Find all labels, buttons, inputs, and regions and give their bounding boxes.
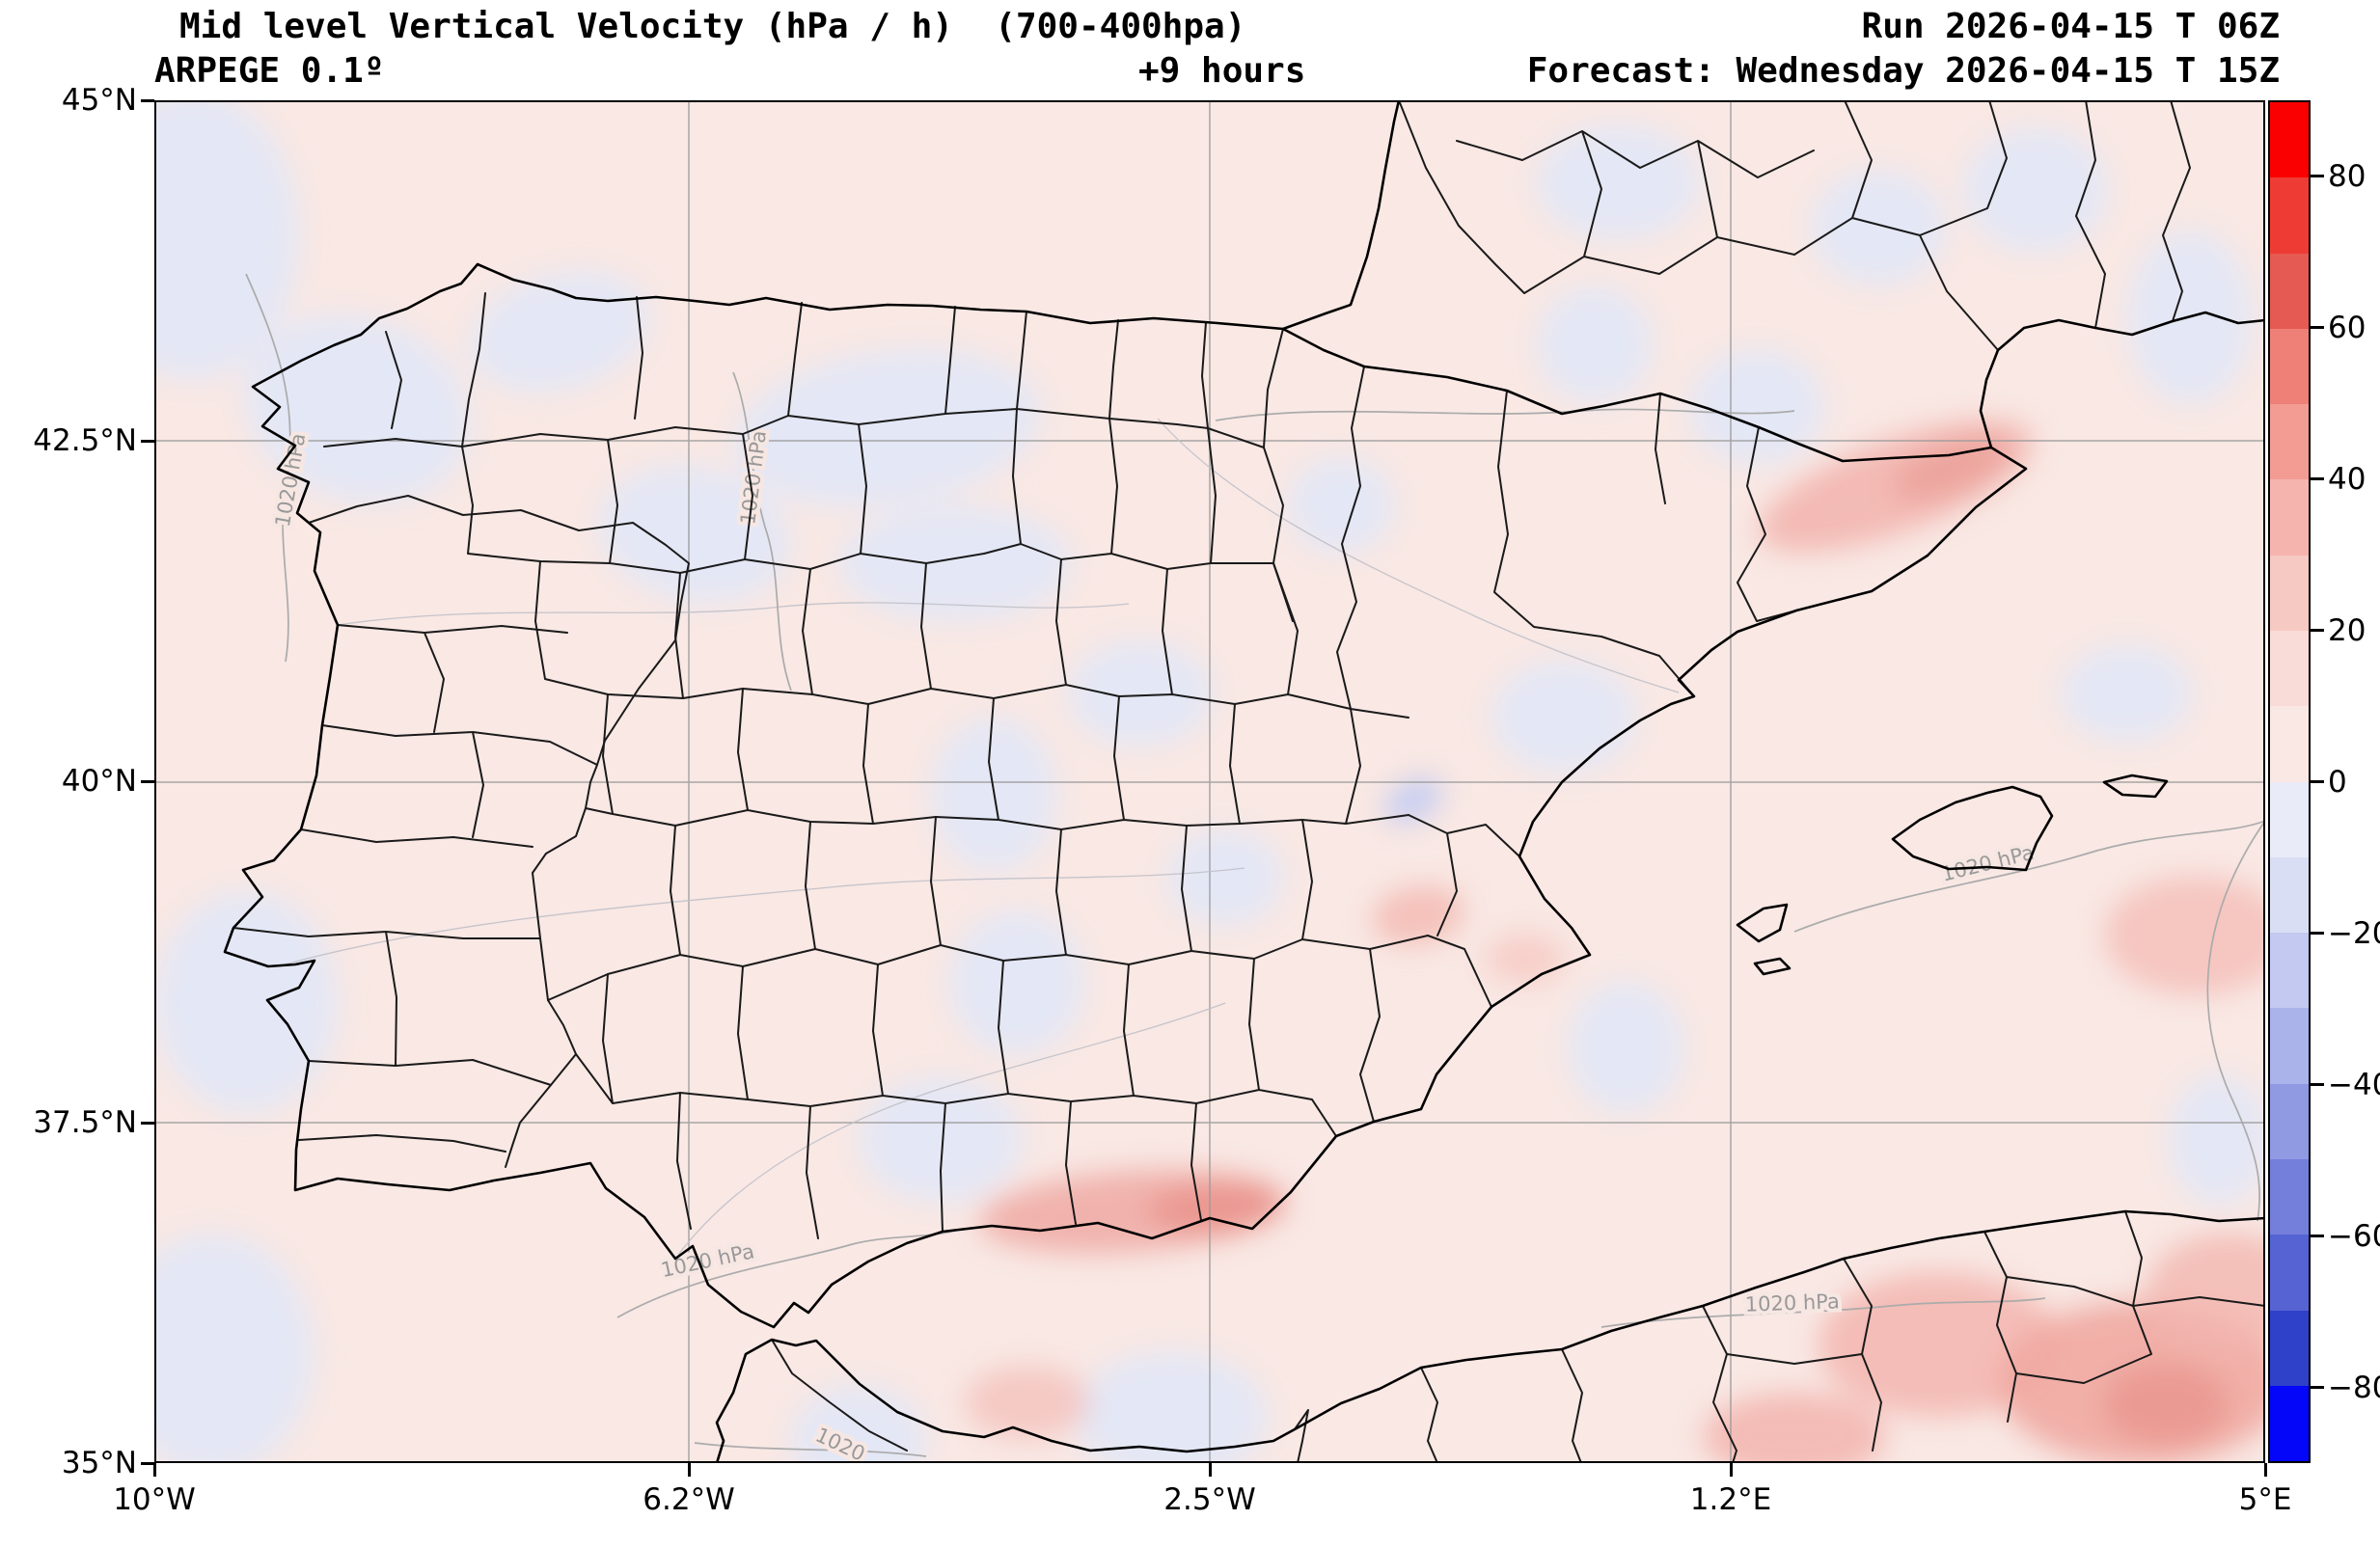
isobar-contours bbox=[245, 273, 2265, 1457]
colorbar-tick-label: −80 bbox=[2328, 1370, 2380, 1405]
lat-label: 42.5°N bbox=[33, 423, 137, 458]
france-med-coast bbox=[1979, 311, 2265, 449]
colorbar-tickmark bbox=[2311, 1083, 2324, 1086]
colorbar-segment bbox=[2270, 856, 2309, 934]
colorbar-segment bbox=[2270, 781, 2309, 857]
lon-label: 1.2°E bbox=[1689, 1482, 1772, 1517]
model-label: ARPEGE 0.1º bbox=[154, 51, 385, 91]
colorbar-segment bbox=[2270, 1235, 2309, 1311]
colorbar-segment bbox=[2270, 177, 2309, 254]
colorbar-segment bbox=[2270, 1158, 2309, 1235]
map-plot: 1020 hPa 1020 hPa 1020 hPa 1020 hPa 1020… bbox=[154, 100, 2265, 1463]
lat-label: 35°N bbox=[61, 1446, 137, 1480]
colorbar-segment bbox=[2270, 404, 2309, 480]
river-lines bbox=[277, 418, 1680, 1260]
lon-label: 6.2°W bbox=[643, 1482, 735, 1517]
colorbar-segment bbox=[2270, 933, 2309, 1009]
y-tickmark bbox=[141, 98, 154, 102]
iberia-coastline bbox=[223, 262, 2028, 1329]
colorbar-tick-label: 20 bbox=[2328, 612, 2366, 648]
y-tickmark bbox=[141, 780, 154, 783]
x-tickmark bbox=[2263, 1463, 2267, 1477]
forecast-label: Forecast: Wednesday 2026-04-15 T 15Z bbox=[1526, 51, 2280, 91]
france-atlantic-coast bbox=[1281, 100, 1401, 331]
lead-time-label: +9 hours bbox=[1138, 51, 1306, 91]
colorbar-tick-label: 40 bbox=[2328, 461, 2366, 497]
colorbar-tick-label: 60 bbox=[2328, 310, 2366, 345]
province-boundaries bbox=[233, 100, 2265, 1463]
africa-coastline bbox=[715, 1209, 2265, 1463]
y-tickmark bbox=[141, 439, 154, 443]
colorbar-segment bbox=[2270, 253, 2309, 329]
colorbar-segment bbox=[2270, 328, 2309, 405]
balearic-islands bbox=[1736, 774, 2169, 976]
colorbar-tick-label: −40 bbox=[2328, 1067, 2380, 1102]
lon-label: 5°E bbox=[2238, 1482, 2292, 1517]
map-canvas: 1020 hPa 1020 hPa 1020 hPa 1020 hPa 1020… bbox=[154, 100, 2265, 1463]
colorbar-segment bbox=[2270, 102, 2309, 178]
lat-label: 37.5°N bbox=[33, 1105, 137, 1140]
strong-negative-patch bbox=[1384, 777, 1442, 824]
colorbar-tick-label: 0 bbox=[2328, 764, 2347, 800]
colorbar-segment bbox=[2270, 1008, 2309, 1084]
lon-label: 10°W bbox=[113, 1482, 196, 1517]
lat-label: 40°N bbox=[61, 764, 137, 799]
colorbar-tickmark bbox=[2311, 1235, 2324, 1237]
colorbar-segment bbox=[2270, 555, 2309, 631]
colorbar-segment bbox=[2270, 630, 2309, 707]
colorbar-tickmark bbox=[2311, 326, 2324, 329]
x-tickmark bbox=[152, 1463, 156, 1477]
isobar-label: 1020 hPa bbox=[1744, 1289, 1840, 1316]
colorbar-segment bbox=[2270, 479, 2309, 556]
lon-label: 2.5°W bbox=[1163, 1482, 1256, 1517]
colorbar-tick-label: −60 bbox=[2328, 1218, 2380, 1254]
plot-frame bbox=[154, 100, 2265, 1463]
colorbar-tickmark bbox=[2311, 477, 2324, 480]
colorbar-segment bbox=[2270, 1083, 2309, 1159]
y-tickmark bbox=[141, 1121, 154, 1125]
colorbar-tick-label: 80 bbox=[2328, 158, 2366, 194]
colorbar-tickmark bbox=[2311, 780, 2324, 783]
coastline-layer bbox=[223, 100, 2265, 1463]
colorbar-tick-label: −20 bbox=[2328, 915, 2380, 951]
run-label: Run 2026-04-15 T 06Z bbox=[1861, 7, 2280, 46]
x-tickmark bbox=[1208, 1463, 1212, 1477]
page-title: Mid level Vertical Velocity (hPa / h) (7… bbox=[179, 7, 1246, 46]
x-tickmark bbox=[1729, 1463, 1733, 1477]
colorbar-tickmark bbox=[2311, 932, 2324, 935]
colorbar-segment bbox=[2270, 1385, 2309, 1462]
lat-label: 45°N bbox=[61, 83, 137, 118]
colorbar-tickmark bbox=[2311, 629, 2324, 632]
colorbar-segment bbox=[2270, 1310, 2309, 1386]
colorbar-segment bbox=[2270, 706, 2309, 782]
colorbar-tickmark bbox=[2311, 1386, 2324, 1389]
y-tickmark bbox=[141, 1461, 154, 1465]
colorbar bbox=[2268, 100, 2311, 1463]
colorbar-tickmark bbox=[2311, 175, 2324, 177]
x-tickmark bbox=[688, 1463, 691, 1477]
